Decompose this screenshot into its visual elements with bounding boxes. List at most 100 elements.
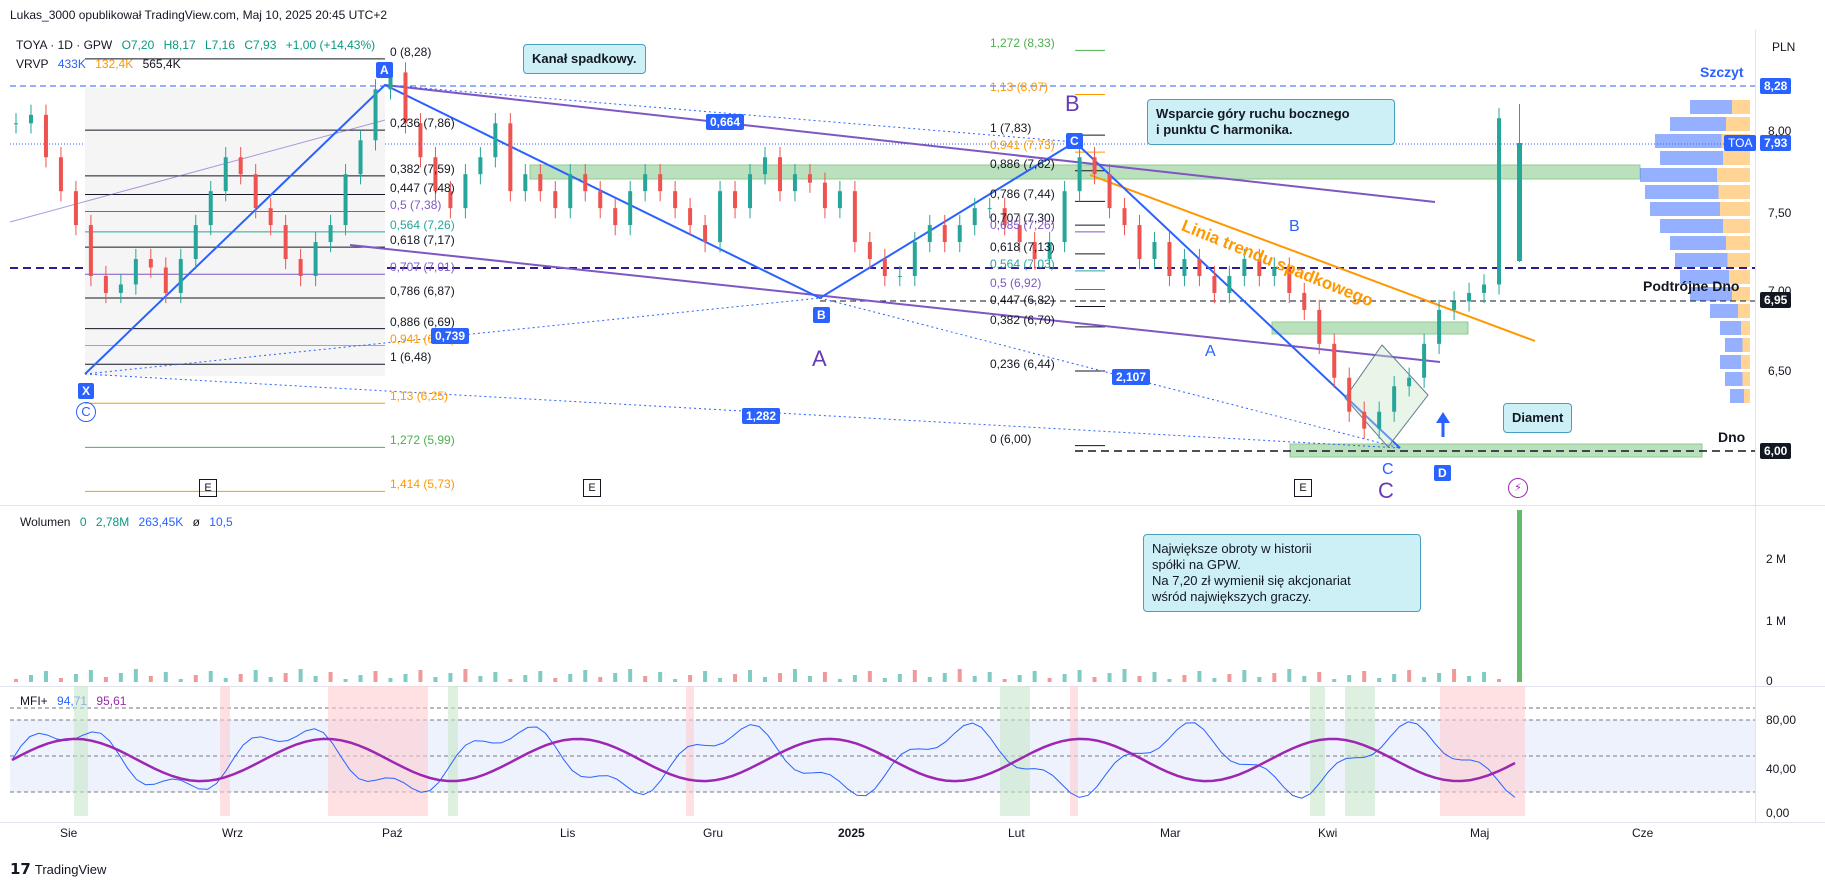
- volume-bar: [1212, 678, 1217, 682]
- fib-level-label: 0,236 (6,44): [990, 356, 1055, 371]
- volume-bar: [1497, 679, 1502, 682]
- volume-bar: [1377, 678, 1382, 682]
- candle-body: [343, 174, 348, 226]
- vrvp-bar: [1725, 338, 1743, 352]
- callout-channel[interactable]: Kanał spadkowy.: [523, 44, 646, 74]
- candle-body: [1167, 242, 1172, 276]
- time-axis-label: Mar: [1160, 826, 1181, 840]
- fib-level-label: 0,618 (7,17): [390, 233, 455, 248]
- mfi-zone: [74, 686, 88, 816]
- publisher-line: Lukas_3000 opublikował TradingView.com, …: [10, 8, 388, 22]
- vrvp-bar-alt: [1726, 236, 1750, 250]
- volume-bar: [508, 679, 513, 682]
- volume-bar: [583, 670, 588, 682]
- time-axis-label: Sie: [60, 826, 78, 840]
- event-marker-1[interactable]: E: [199, 479, 217, 497]
- candle-body: [223, 157, 228, 192]
- volume-bar: [103, 677, 108, 682]
- vrvp-bar: [1720, 321, 1741, 335]
- vrvp-v1: 433K: [57, 57, 86, 71]
- vrvp-bar-alt: [1726, 117, 1750, 131]
- vrvp-legend[interactable]: VRVP 433K 132,4K 565,4K: [16, 57, 187, 71]
- volume-bar: [193, 675, 198, 682]
- symbol-legend[interactable]: TOYA · 1D · GPW O7,20 H8,17 L7,16 C7,93 …: [16, 38, 381, 52]
- volume-bar: [1437, 673, 1442, 682]
- vrvp-bar-alt: [1741, 321, 1750, 335]
- currency-label[interactable]: PLN: [1772, 40, 1796, 54]
- callout-support[interactable]: Wsparcie góry ruchu bocznego i punktu C …: [1147, 99, 1395, 145]
- vrvp-bar-alt: [1732, 100, 1750, 114]
- vrvp-bar-alt: [1741, 355, 1750, 369]
- wave-b: B: [1065, 91, 1080, 116]
- candle-body: [703, 225, 708, 243]
- event-marker-3[interactable]: E: [1294, 479, 1312, 497]
- volume-bar: [688, 675, 693, 682]
- fib-level-label: 0,447 (7,48): [390, 180, 455, 195]
- volume-bar: [1272, 673, 1277, 682]
- volume-bar: [478, 676, 483, 682]
- candle-body: [448, 191, 453, 209]
- callout-volume[interactable]: Największe obroty w historii spółki na G…: [1143, 534, 1421, 612]
- candle-body: [1227, 275, 1232, 293]
- point-d[interactable]: D: [1434, 465, 1451, 481]
- volume-bar: [568, 674, 573, 682]
- candle-body: [748, 174, 753, 209]
- volume-bar: [658, 672, 663, 682]
- candle-body: [777, 157, 782, 192]
- point-x[interactable]: X: [78, 383, 95, 399]
- pane-divider-mfi[interactable]: [0, 686, 1825, 687]
- price-tag-symbol: TOA: [1724, 135, 1757, 151]
- volume-bar: [43, 671, 48, 682]
- mfi-zone: [1440, 686, 1525, 816]
- vrvp-bar: [1690, 287, 1732, 301]
- pane-divider-volume[interactable]: [0, 505, 1825, 506]
- volume-bar: [643, 676, 648, 682]
- volume-bar: [703, 671, 708, 682]
- mfi-zone: [686, 686, 694, 816]
- fib-level-label: 0,941 (7,73): [990, 138, 1055, 153]
- candle-body: [508, 123, 513, 192]
- callout-diamond[interactable]: Diament: [1503, 403, 1573, 433]
- volume-legend[interactable]: Wolumen 0 2,78M 263,45K ø 10,5: [20, 515, 239, 529]
- wave-a: A: [812, 346, 827, 371]
- tradingview-logo[interactable]: 𝟭𝟳 TradingView: [10, 860, 106, 878]
- vrvp-bar-alt: [1742, 338, 1750, 352]
- fib-level-label: 0,707 (7,30): [990, 211, 1055, 226]
- volume-bar: [283, 673, 288, 682]
- candle-body: [807, 174, 812, 183]
- event-marker-2[interactable]: E: [583, 479, 601, 497]
- candle-body: [14, 123, 18, 125]
- point-c2[interactable]: C: [1066, 133, 1083, 149]
- candle-body: [613, 208, 618, 226]
- mfi-zone: [220, 686, 230, 816]
- vrvp-bar: [1660, 151, 1723, 165]
- volume-bar: [448, 673, 453, 682]
- candles-group: [14, 62, 1502, 439]
- vrvp-bar: [1675, 253, 1728, 267]
- candle-body: [1017, 225, 1022, 243]
- lightning-icon[interactable]: ⚡: [1508, 478, 1528, 498]
- vrvp-name: VRVP: [16, 57, 49, 71]
- candle-body: [493, 123, 498, 158]
- point-c1[interactable]: C: [76, 402, 96, 422]
- time-axis-label: Maj: [1470, 826, 1490, 840]
- vrvp-bar-alt: [1732, 287, 1750, 301]
- volume-bar: [1002, 679, 1007, 682]
- candle-body: [1047, 242, 1052, 260]
- vol-axis-0: 0: [1766, 674, 1773, 688]
- candle-body: [688, 208, 693, 226]
- volume-bar: [403, 674, 408, 682]
- candle-body: [373, 89, 378, 141]
- point-a1[interactable]: A: [376, 62, 393, 78]
- time-axis-label: Kwi: [1318, 826, 1338, 840]
- candle-body: [1107, 174, 1112, 209]
- candle-body: [118, 284, 123, 293]
- candle-body: [852, 191, 857, 243]
- point-b2[interactable]: B: [813, 307, 830, 323]
- volume-bar: [118, 673, 123, 682]
- label-podtrojne-dno: Podtrójne Dno: [1643, 278, 1740, 294]
- candle-body: [28, 114, 33, 124]
- symbol-name: TOYA · 1D · GPW: [16, 38, 113, 52]
- volume-bar: [1107, 673, 1112, 682]
